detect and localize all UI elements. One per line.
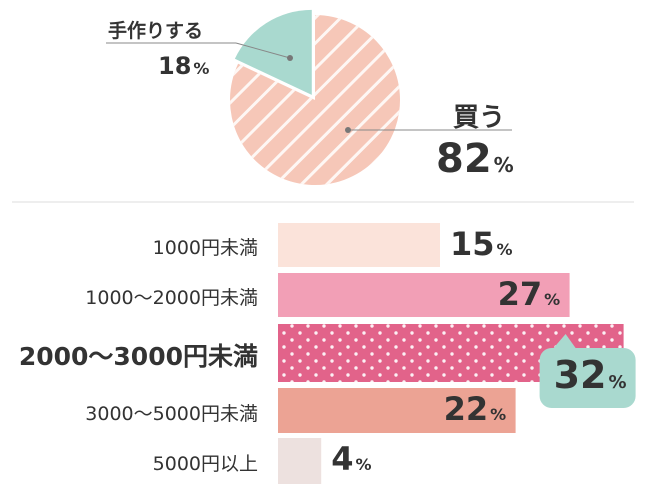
leader-dot-handmade <box>287 55 293 61</box>
bar-value-label: 27% <box>498 275 561 313</box>
bar-value-label-percent-sign: % <box>544 290 561 309</box>
pie-value-handmade: 18% <box>158 52 209 80</box>
pie-chart <box>230 9 401 185</box>
bar-category-label: 1000円未満 <box>152 237 258 259</box>
bar-value-label-number: 32 <box>553 353 607 397</box>
leader-lines <box>106 42 512 133</box>
bar-0 <box>278 223 440 267</box>
pie-value-buy-percent-sign: % <box>493 153 514 177</box>
bar-value-label-number: 4 <box>331 440 354 478</box>
bar-1 <box>278 273 570 317</box>
bar-category-label: 5000円以上 <box>152 453 258 475</box>
pie-value-buy: 82% <box>436 136 514 182</box>
pie-slice-handmade <box>234 9 312 95</box>
bar-value-label: 32% <box>554 353 627 397</box>
pie-value-buy-number: 82 <box>436 136 492 182</box>
bar-value-label-number: 15 <box>450 225 495 263</box>
bar-3 <box>278 388 516 433</box>
bar-value-label-number: 22 <box>443 390 489 428</box>
callout-bubble <box>539 348 636 408</box>
bar-value-label-percent-sign: % <box>496 240 513 259</box>
pie-value-handmade-percent-sign: % <box>193 59 210 78</box>
bar-category-label: 1000〜2000円未満 <box>85 287 258 309</box>
bar-value-label: 4% <box>331 440 371 478</box>
callout-tail <box>553 334 576 348</box>
bar-category-label: 2000〜3000円未満 <box>18 342 258 371</box>
bar-category-label: 3000〜5000円未満 <box>85 402 258 425</box>
leader-line-handmade <box>235 42 291 59</box>
bar-value-label-percent-sign: % <box>490 405 507 424</box>
bar-value-label-percent-sign: % <box>608 372 627 393</box>
bar-4 <box>278 438 322 484</box>
pie-label-handmade: 手作りする <box>108 20 204 42</box>
pie-slice-buy-pattern <box>230 15 401 185</box>
pie-value-handmade-number: 18 <box>158 52 192 80</box>
bar-value-label-number: 27 <box>497 275 543 313</box>
pie-label-buy: 買う <box>453 103 506 133</box>
bar-value-label-percent-sign: % <box>355 455 372 474</box>
bar-chart <box>278 223 636 484</box>
bar-value-label: 15% <box>450 225 513 263</box>
leader-dot-buy <box>345 127 351 133</box>
bar-value-label: 22% <box>444 390 507 428</box>
